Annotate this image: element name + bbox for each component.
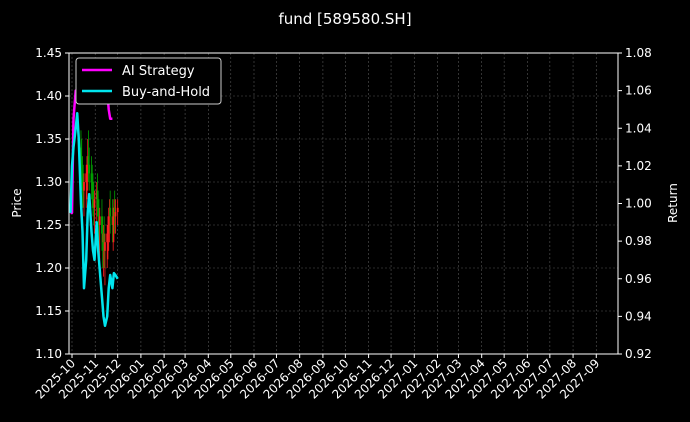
y-axis-right: 0.92 0.94 0.96 0.98 1.00 1.02 1.04 1.06 1.08 <box>618 46 652 361</box>
candle-body <box>106 233 109 243</box>
candle-body <box>96 190 99 208</box>
candle-body <box>107 216 110 225</box>
y-tick-label: 1.25 <box>35 218 62 232</box>
y-tick-label: 1.10 <box>35 347 62 361</box>
candlesticks <box>80 130 119 286</box>
y-tick-label: 1.40 <box>35 89 62 103</box>
y2-tick-label: 0.96 <box>625 272 652 286</box>
candle-body <box>104 242 106 251</box>
y-axis-label: Price <box>10 188 24 217</box>
series-line-buy-and-hold <box>69 111 119 328</box>
candle-body <box>116 207 119 213</box>
y-axis-left: 1.10 1.15 1.20 1.25 1.30 1.35 1.40 1.45 <box>35 46 69 361</box>
y-tick-label: 1.30 <box>35 175 62 189</box>
candle-body <box>109 207 112 217</box>
legend: AI Strategy Buy-and-Hold <box>75 57 222 105</box>
y2-tick-label: 0.94 <box>625 309 652 323</box>
candle-body <box>86 164 88 174</box>
candle-body <box>80 156 83 174</box>
legend-box <box>75 57 222 105</box>
candle-body <box>93 199 96 208</box>
legend-label-ai-strategy: AI Strategy <box>122 64 195 79</box>
y-tick-label: 1.20 <box>35 261 62 275</box>
candle-body <box>83 182 85 191</box>
candle-body <box>98 216 101 225</box>
y2-axis-label: Return <box>666 183 680 223</box>
y2-tick-label: 1.02 <box>625 159 652 173</box>
y-tick-label: 1.45 <box>35 46 62 60</box>
candle-body <box>85 173 88 182</box>
y2-tick-label: 0.92 <box>625 347 652 361</box>
candle-body <box>81 173 84 182</box>
candle-body <box>88 164 91 174</box>
candle-body <box>107 225 109 234</box>
y-tick-label: 1.35 <box>35 132 62 146</box>
candle-body <box>97 207 100 217</box>
candle-body <box>101 216 103 234</box>
y-tick-label: 1.15 <box>35 304 62 318</box>
candle-body <box>112 216 115 225</box>
candle-body <box>80 147 82 157</box>
y2-tick-label: 1.04 <box>625 121 652 135</box>
y2-tick-label: 0.98 <box>625 234 652 248</box>
chart-title: fund [589580.SH] <box>278 10 411 28</box>
legend-label-buy-and-hold: Buy-and-Hold <box>122 85 210 100</box>
candle-body <box>87 156 90 165</box>
candle-body <box>114 212 117 217</box>
y2-tick-label: 1.08 <box>625 46 652 60</box>
candle-body <box>90 173 93 182</box>
candle-body <box>91 182 94 191</box>
candle-body <box>92 190 94 200</box>
y2-tick-label: 1.00 <box>625 197 652 211</box>
y2-tick-label: 1.06 <box>625 84 652 98</box>
